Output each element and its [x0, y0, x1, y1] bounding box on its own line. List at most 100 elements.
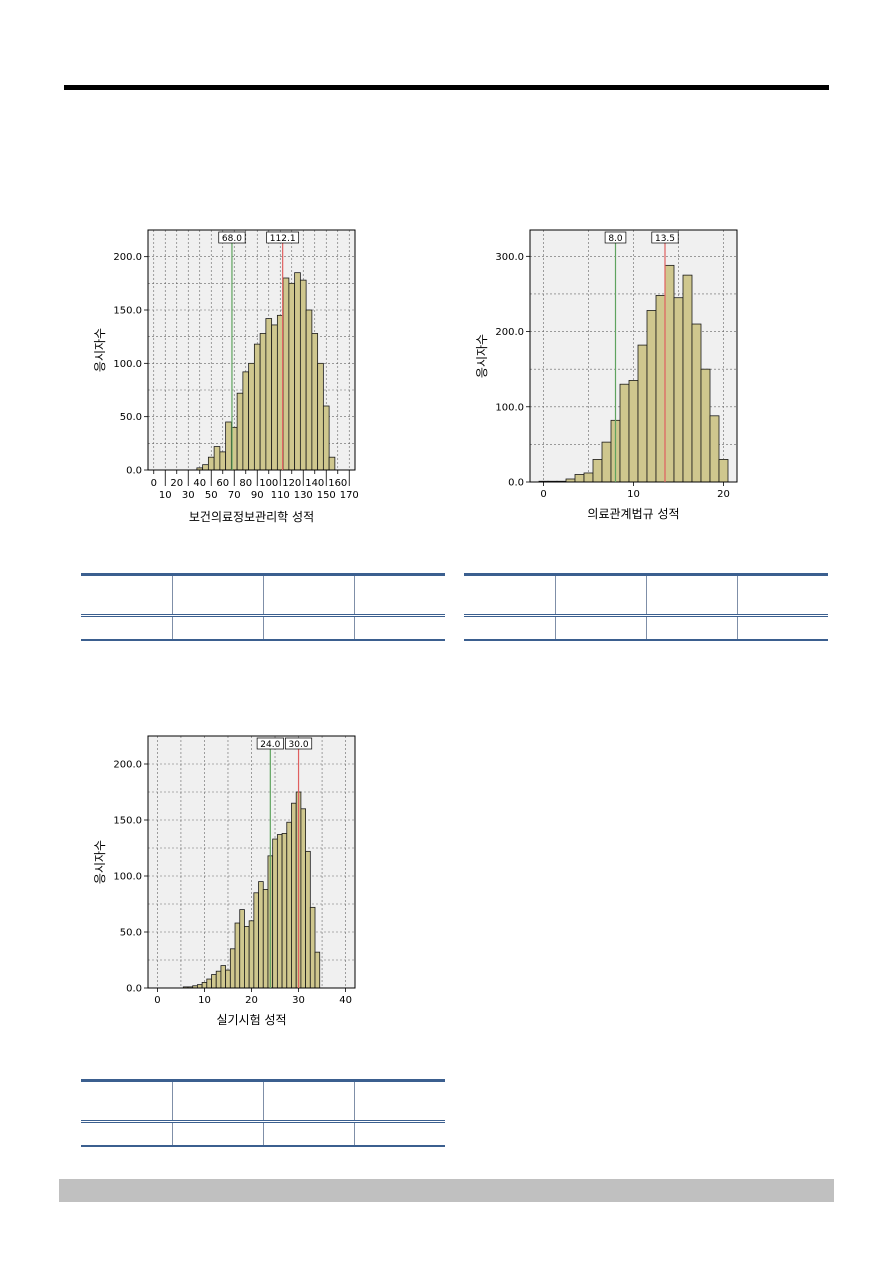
histogram-bar: [242, 371, 250, 471]
histogram-bar: [637, 344, 648, 483]
x-tick-label: 20: [170, 478, 183, 489]
histogram-bar: [682, 274, 693, 483]
y-axis-label: 응시자수: [93, 328, 107, 372]
x-tick-label: 10: [627, 489, 640, 500]
x-tick-label: 160: [328, 478, 347, 489]
table-header-row: [81, 573, 445, 617]
x-tick-label: 30: [292, 995, 305, 1006]
histogram-bar: [225, 421, 232, 471]
histogram-bar: [718, 459, 729, 483]
header-rule: [64, 85, 829, 90]
marker-label-box: [651, 231, 679, 244]
marker-label: 112.1: [270, 234, 296, 244]
histogram-bar: [220, 965, 227, 989]
x-tick-label: 80: [239, 478, 252, 489]
table-cell: [171, 1121, 263, 1147]
histogram-bar: [272, 838, 278, 989]
x-tick-label: 130: [294, 490, 313, 501]
histogram-bar: [305, 850, 311, 989]
y-tick-label: 150.0: [113, 816, 142, 827]
x-tick-label: 10: [159, 490, 172, 501]
histogram-bar: [583, 472, 594, 483]
x-tick-label: 20: [245, 995, 258, 1006]
table-cell: [464, 573, 555, 617]
x-tick-label: 40: [193, 478, 206, 489]
histogram-bar: [664, 264, 675, 483]
y-tick-label: 0.0: [126, 466, 142, 477]
x-tick-label: 110: [271, 490, 290, 501]
y-tick-label: 100.0: [113, 359, 142, 370]
footer-bar: [59, 1179, 834, 1202]
histogram-bar: [311, 333, 319, 471]
histogram-bar: [299, 279, 307, 471]
histogram-health-info-management: 68.0 112.1 0.0 50.0 100.0 150.0 200.0 0 20 40 60 80…: [93, 229, 359, 524]
histogram-bar: [286, 821, 292, 989]
marker-label-box: [604, 231, 627, 244]
x-tick-label: 140: [305, 478, 324, 489]
table-cell: [645, 615, 737, 641]
y-tick-label: 100.0: [113, 872, 142, 883]
x-tick-label: 40: [339, 995, 352, 1006]
x-tick-label: 0: [151, 478, 157, 489]
x-tick-label: 10: [198, 995, 211, 1006]
histogram-bar: [673, 297, 684, 483]
x-tick-label: 50: [205, 490, 218, 501]
x-tick-label: 170: [340, 490, 359, 501]
histogram-bar: [253, 343, 261, 471]
histogram-bar: [574, 474, 585, 483]
table-cell: [262, 1079, 354, 1123]
x-tick-label: 70: [228, 490, 241, 501]
histogram-bar: [601, 441, 612, 483]
histogram-bar: [328, 456, 336, 471]
x-tick-label: 150: [317, 490, 336, 501]
histogram-bar: [201, 981, 208, 989]
y-tick-label: 50.0: [120, 412, 142, 423]
histogram-bar: [691, 323, 702, 483]
histogram-bar: [322, 405, 330, 471]
y-tick-label: 300.0: [495, 252, 524, 263]
table-cell: [81, 1079, 172, 1123]
y-tick-label: 0.0: [508, 478, 524, 489]
y-tick-label: 100.0: [495, 402, 524, 413]
table-cell: [353, 1121, 445, 1147]
histogram-practical-exam: 24.0 30.0 0.0 50.0 100.0 150.0 200.0 0 10 20 30 40 실…: [93, 735, 356, 1027]
histogram-bar: [225, 969, 231, 989]
histogram-bar: [619, 383, 630, 483]
histogram-bar: [239, 909, 245, 989]
histogram-bar: [305, 309, 313, 471]
marker-label: 24.0: [260, 740, 280, 750]
table-cell: [554, 615, 646, 641]
histogram-bar: [700, 368, 711, 483]
histogram-bar: [276, 834, 283, 989]
table-row: [81, 1121, 445, 1147]
marker-label-box: [266, 231, 300, 244]
histogram-bar: [646, 310, 657, 483]
histogram-bar: [219, 451, 227, 471]
histogram-bar: [207, 456, 215, 471]
x-tick-label: 120: [282, 478, 301, 489]
table-cell: [262, 1121, 354, 1147]
histogram-bar: [213, 446, 221, 471]
histogram-bar: [236, 392, 244, 471]
table-cell: [262, 573, 354, 617]
histogram-bar: [300, 808, 307, 989]
table-header-row: [81, 1079, 445, 1123]
histogram-bar: [309, 906, 316, 989]
table-cell: [353, 615, 445, 641]
x-tick-label: 0: [154, 995, 160, 1006]
table-header-row: [464, 573, 828, 617]
histogram-bar: [253, 892, 259, 989]
table-cell: [81, 1121, 172, 1147]
table-cell: [353, 1079, 445, 1123]
y-tick-label: 200.0: [495, 327, 524, 338]
y-tick-label: 50.0: [120, 928, 142, 939]
histogram-bar: [258, 881, 264, 989]
histogram-bar: [271, 324, 278, 471]
x-tick-label: 90: [251, 490, 264, 501]
histogram-bar: [206, 978, 212, 989]
table-cell: [736, 573, 828, 617]
marker-label: 68.0: [222, 234, 242, 244]
table-row: [81, 615, 445, 641]
x-tick-label: 20: [717, 489, 730, 500]
table-cell: [645, 573, 737, 617]
